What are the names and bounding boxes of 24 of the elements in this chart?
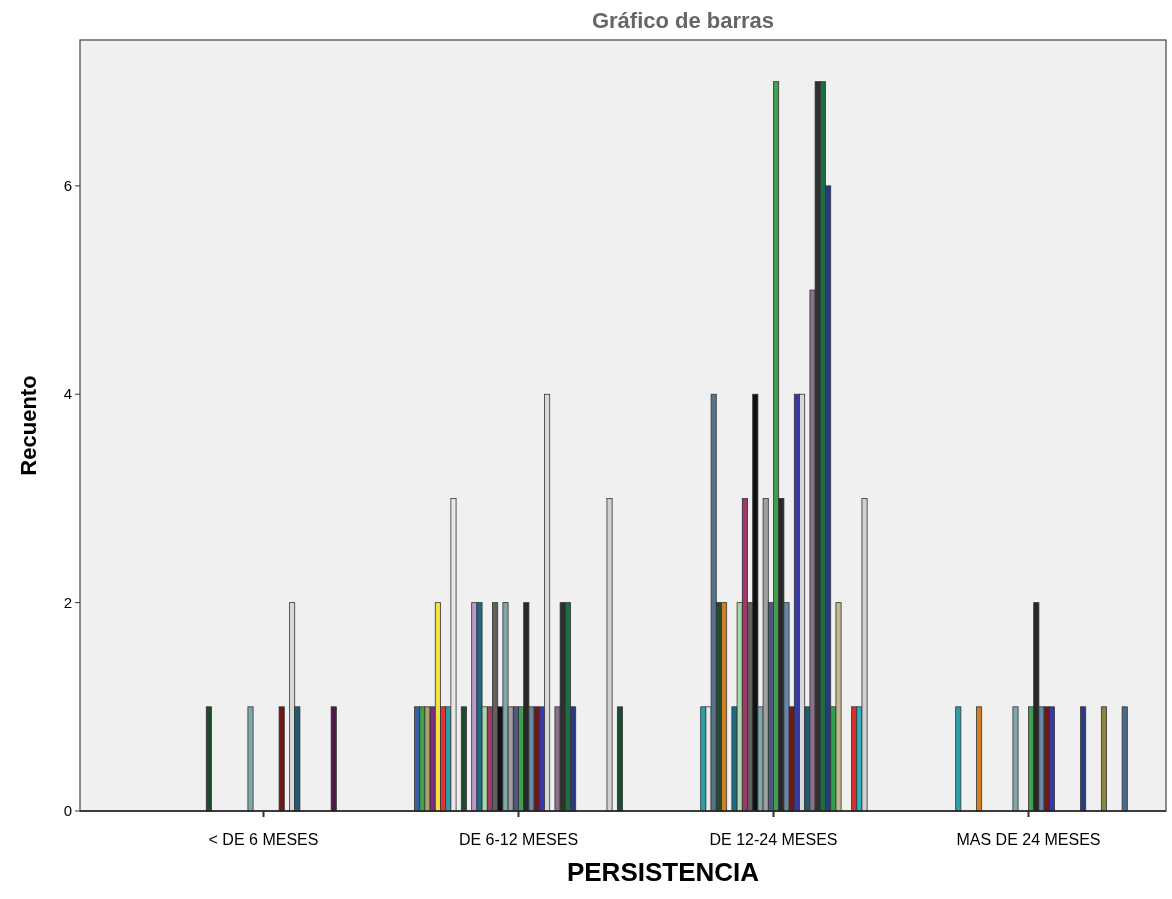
y-tick-label: 4 <box>63 385 72 403</box>
x-tick-label: MAS DE 24 MESES <box>956 831 1101 848</box>
y-axis-title: Recuento <box>16 375 41 476</box>
bar <box>205 706 212 812</box>
y-tick-label: 0 <box>63 802 72 820</box>
bar <box>278 706 285 812</box>
bar <box>955 706 962 812</box>
chart-title: Gráfico de barras <box>591 8 775 33</box>
bar <box>1012 706 1019 812</box>
bar <box>460 706 467 812</box>
bar <box>1121 706 1128 812</box>
x-tick-label: DE 6-12 MESES <box>458 831 579 848</box>
x-tick-label: < DE 6 MESES <box>208 831 319 848</box>
bar <box>976 706 983 812</box>
x-tick-label: DE 12-24 MESES <box>709 831 838 848</box>
x-axis-title: PERSISTENCIA <box>566 857 760 887</box>
y-tick-label: 2 <box>63 593 72 611</box>
bar <box>1100 706 1107 812</box>
y-tick-label: 6 <box>63 177 72 195</box>
bar <box>330 706 337 812</box>
bar <box>247 706 254 812</box>
bar <box>606 498 613 812</box>
bar <box>1080 706 1087 812</box>
bar <box>616 706 623 812</box>
